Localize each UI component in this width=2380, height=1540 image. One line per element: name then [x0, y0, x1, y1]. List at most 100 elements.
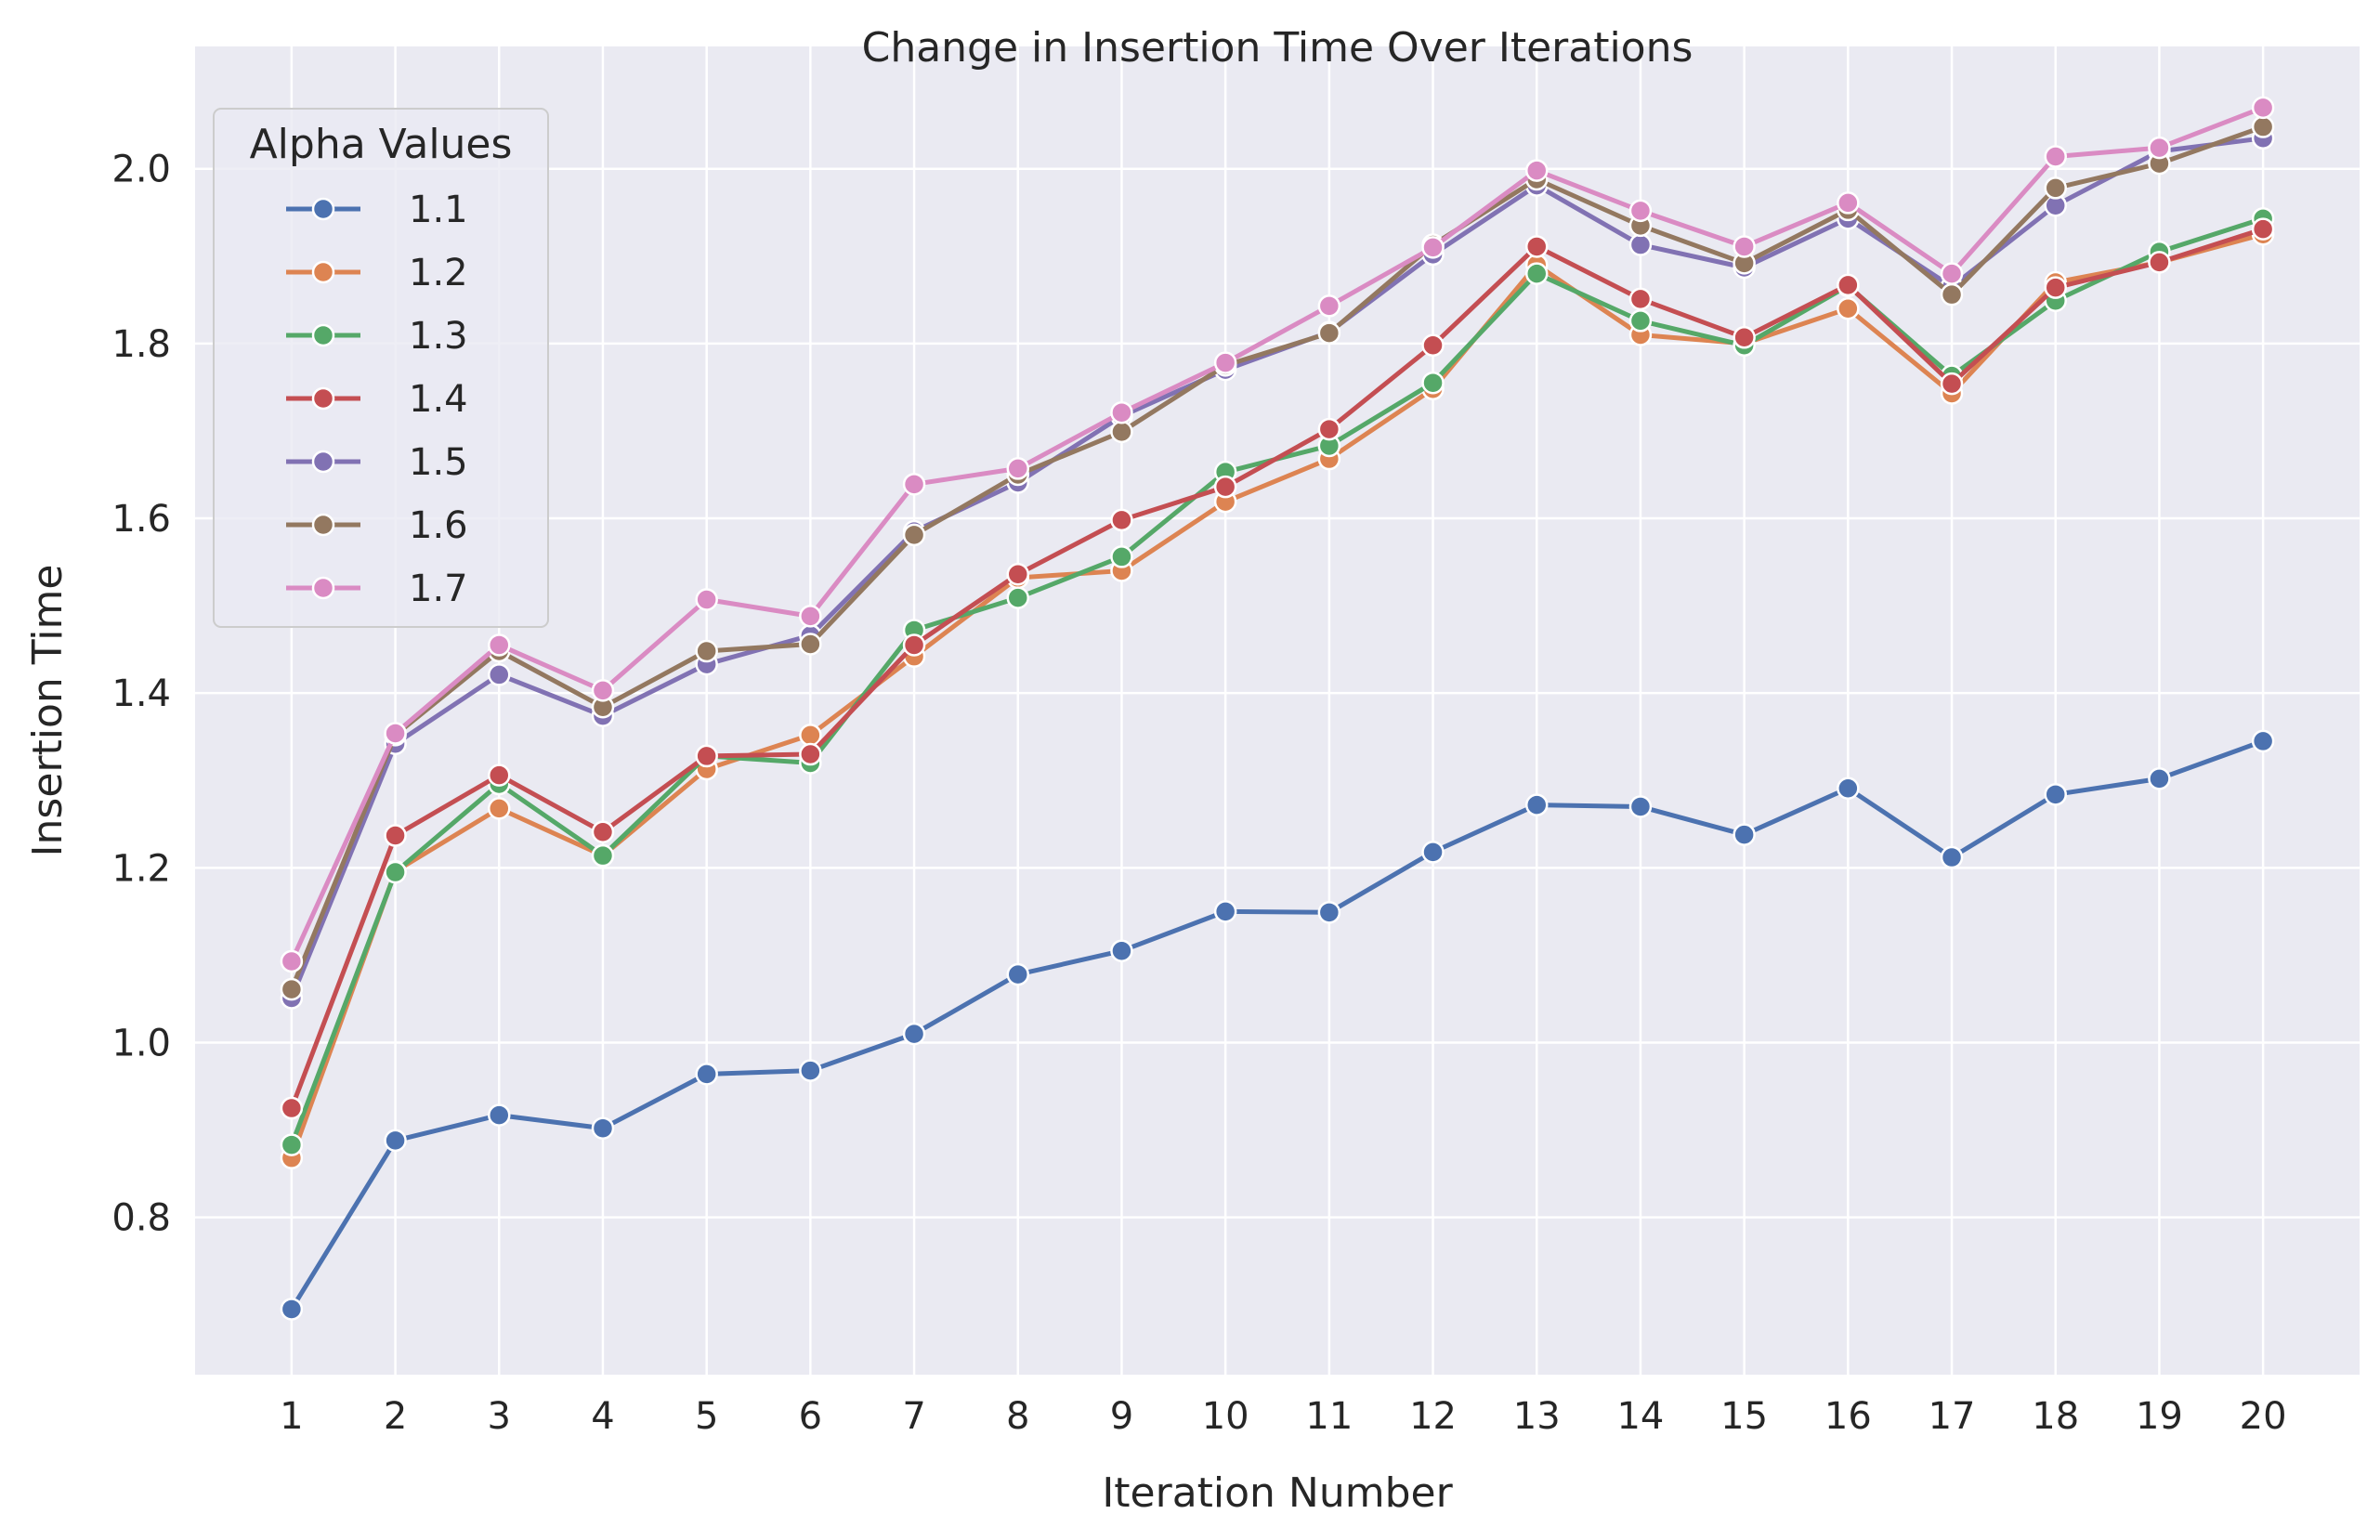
- series-line: [289, 105, 2265, 963]
- series-line: [289, 124, 2264, 991]
- data-point: [1110, 400, 1133, 424]
- data-point: [1317, 321, 1341, 345]
- data-point: [1213, 900, 1237, 923]
- x-axis-label: Iteration Number: [1102, 1469, 1453, 1517]
- data-point: [488, 663, 511, 686]
- y-tick-label: 1.8: [111, 323, 171, 366]
- data-point: [591, 1116, 615, 1140]
- x-tick-label: 17: [1929, 1395, 1976, 1438]
- data-point: [591, 843, 615, 868]
- series-1.1: [280, 729, 2275, 1321]
- data-point: [1006, 962, 1030, 986]
- data-point: [1837, 296, 1860, 320]
- chart-title: Change in Insertion Time Over Iterations: [862, 24, 1693, 72]
- x-tick-label: 8: [1006, 1395, 1029, 1438]
- data-point: [384, 860, 407, 884]
- legend-item: 1.7: [286, 568, 468, 610]
- x-tick-label: 3: [488, 1395, 511, 1438]
- data-point: [2148, 136, 2171, 160]
- data-point: [1940, 372, 1964, 396]
- data-point: [1628, 309, 1653, 333]
- legend: Alpha Values 1.1 1.2 1.3 1.4 1.5 1.6 1.7: [213, 108, 549, 628]
- data-point: [280, 949, 304, 973]
- data-point: [488, 763, 511, 787]
- legend-label: 1.2: [409, 252, 468, 294]
- x-tick-label: 13: [1513, 1395, 1561, 1438]
- data-point: [902, 1022, 926, 1046]
- y-tick-label: 1.4: [111, 672, 171, 715]
- data-point: [280, 977, 304, 1001]
- x-tick-label: 6: [799, 1395, 822, 1438]
- data-point: [384, 722, 407, 745]
- data-point: [1421, 841, 1445, 864]
- data-point: [2148, 767, 2171, 790]
- legend-marker: [311, 323, 335, 347]
- legend-item: 1.6: [286, 504, 468, 547]
- data-point: [1110, 545, 1133, 568]
- data-point: [2251, 115, 2275, 138]
- data-point: [695, 744, 718, 768]
- data-point: [280, 1133, 304, 1156]
- legend-marker: [311, 386, 335, 411]
- x-tick-label: 10: [1202, 1395, 1249, 1438]
- legend-marker: [311, 450, 335, 474]
- data-point: [1110, 508, 1133, 532]
- legend-items: 1.1 1.2 1.3 1.4 1.5 1.6 1.7: [286, 189, 468, 610]
- data-point: [695, 639, 718, 663]
- legend-item: 1.4: [286, 378, 468, 421]
- data-point: [902, 473, 926, 496]
- legend-label: 1.5: [409, 441, 468, 484]
- data-point: [488, 797, 511, 820]
- legend-item: 1.1: [286, 189, 468, 231]
- plot-area: [195, 46, 2360, 1375]
- data-point: [1733, 823, 1756, 846]
- data-point: [591, 679, 615, 702]
- data-point: [799, 724, 822, 747]
- data-point: [1317, 901, 1341, 924]
- data-point: [488, 1103, 511, 1127]
- series-line: [289, 738, 2264, 1311]
- data-point: [1837, 191, 1860, 215]
- data-point: [2044, 176, 2067, 200]
- data-point: [1940, 262, 1964, 285]
- series-line: [289, 227, 2264, 1109]
- data-point: [695, 1063, 718, 1086]
- data-point: [1110, 939, 1133, 962]
- data-point: [2044, 276, 2067, 299]
- data-point: [1421, 333, 1445, 357]
- y-tick-label: 1.2: [111, 847, 171, 890]
- data-point: [280, 1096, 304, 1120]
- data-point: [1213, 351, 1237, 374]
- data-point: [1006, 586, 1030, 609]
- data-point: [2044, 783, 2067, 806]
- data-point: [2148, 251, 2171, 274]
- data-point: [1733, 326, 1756, 349]
- x-tick-label: 15: [1720, 1395, 1768, 1438]
- grid-lines: [195, 46, 2360, 1375]
- y-tick-label: 0.8: [111, 1197, 171, 1240]
- x-tick-label: 12: [1409, 1395, 1457, 1438]
- legend-marker: [311, 197, 335, 221]
- legend-item: 1.3: [286, 315, 468, 358]
- x-tick-label: 5: [695, 1395, 718, 1438]
- data-point: [799, 742, 822, 766]
- series-1.4: [280, 217, 2275, 1120]
- series-1.7: [280, 96, 2275, 973]
- data-point: [384, 824, 407, 847]
- x-tick-label: 16: [1824, 1395, 1872, 1438]
- series-group: [280, 96, 2275, 1321]
- data-point: [488, 633, 511, 657]
- x-tick-label: 19: [2136, 1395, 2183, 1438]
- data-point: [1421, 371, 1445, 395]
- data-point: [1006, 457, 1030, 480]
- data-point: [384, 1129, 407, 1153]
- legend-label: 1.7: [409, 568, 468, 610]
- x-tick-label: 4: [591, 1395, 614, 1438]
- data-point: [2044, 145, 2067, 168]
- x-tick-label: 7: [902, 1395, 925, 1438]
- data-point: [2251, 729, 2275, 753]
- data-point: [1213, 475, 1237, 499]
- x-axis-ticks: 1 2 3 4 5 6 7 8 9 10 11 12 13 14 15 16 17 18 19 20: [280, 1395, 2286, 1438]
- data-point: [1940, 282, 1964, 307]
- x-tick-label: 2: [384, 1395, 407, 1438]
